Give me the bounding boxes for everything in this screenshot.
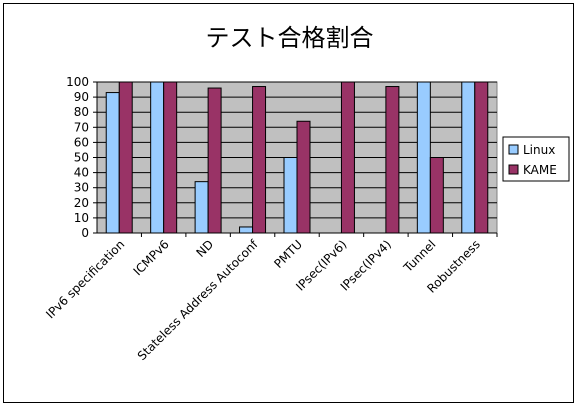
y-tick-label: 10 (74, 211, 89, 225)
category-label: ICMPv6 (131, 237, 172, 278)
y-tick-label: 40 (74, 166, 89, 180)
bar-kame (474, 81, 489, 234)
bar-linux (416, 81, 431, 234)
bar-kame (340, 81, 355, 234)
category-label: ND (193, 237, 216, 260)
bar-linux (150, 81, 165, 234)
y-tick-label: 0 (81, 226, 89, 240)
bar-linux (461, 81, 476, 234)
category-label: Tunnel (400, 237, 438, 275)
y-tick-label: 100 (66, 75, 89, 89)
legend-label: Linux (523, 143, 555, 157)
bar-linux (283, 157, 298, 234)
legend-swatch-linux (508, 144, 519, 155)
bar-linux (239, 226, 254, 234)
y-tick-label: 50 (74, 151, 89, 165)
bar-kame (163, 81, 178, 234)
legend-label: KAME (523, 163, 557, 177)
category-label: IPv6 specification (43, 237, 127, 321)
bar-kame (252, 86, 267, 234)
y-tick-label: 60 (74, 135, 89, 149)
chart-title: テスト合格割合 (205, 24, 374, 52)
y-tick-label: 80 (74, 105, 89, 119)
bar-kame (429, 157, 444, 234)
legend-swatch-kame (508, 164, 519, 175)
bar-linux (105, 92, 120, 234)
y-tick-label: 20 (74, 196, 89, 210)
category-label: PMTU (271, 237, 305, 271)
bar-kame (207, 87, 222, 234)
y-tick-label: 30 (74, 181, 89, 195)
bar-kame (296, 120, 311, 234)
bar-kame (385, 86, 400, 234)
bar-linux (194, 181, 209, 234)
y-tick-label: 90 (74, 90, 89, 104)
y-tick-label: 70 (74, 120, 89, 134)
bar-kame (118, 81, 133, 234)
